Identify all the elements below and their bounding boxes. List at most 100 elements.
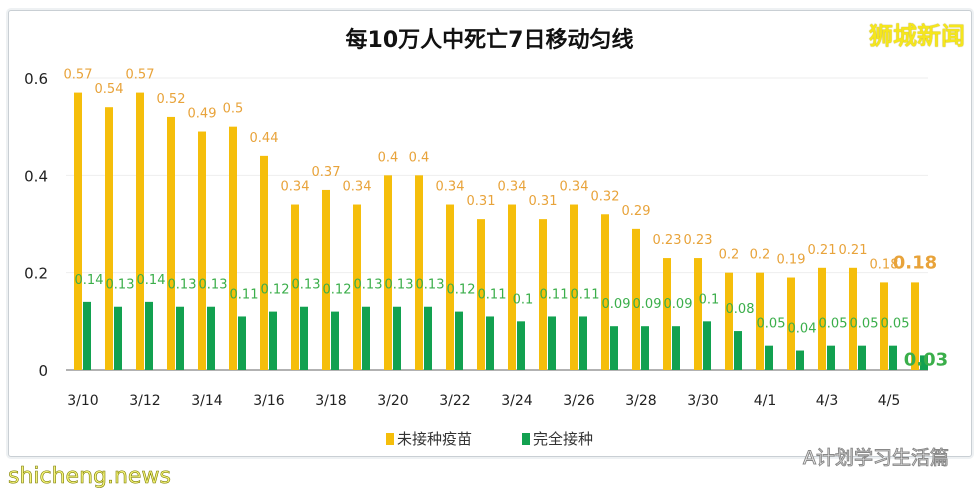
bar-vaccinated [145, 301, 153, 370]
data-label: 0.08 [726, 302, 755, 317]
bar-vaccinated [610, 326, 618, 370]
data-label: 0.34 [498, 180, 527, 195]
legend-label: 完全接种 [533, 430, 594, 448]
bar-unvaccinated [198, 131, 206, 370]
bar-vaccinated [920, 355, 928, 370]
x-tick-label: 4/5 [878, 393, 901, 409]
x-tick-label: 3/22 [439, 393, 470, 409]
y-tick-label: 0.6 [24, 70, 48, 88]
bar-unvaccinated [849, 267, 857, 370]
data-label: 0.29 [622, 204, 651, 219]
brand-logo: 狮城新闻 [869, 22, 965, 50]
data-label: 0.05 [819, 317, 848, 332]
data-label: 0.05 [850, 317, 879, 332]
bar-unvaccinated [539, 219, 547, 370]
data-label: 0.13 [385, 278, 414, 293]
data-label: 0.18 [893, 252, 937, 273]
data-label: 0.2 [750, 248, 771, 263]
data-label: 0.09 [633, 297, 662, 312]
data-label: 0.13 [416, 278, 445, 293]
bar-vaccinated [424, 306, 432, 370]
bar-vaccinated [548, 316, 556, 370]
bar-unvaccinated [74, 92, 82, 370]
data-label: 0.12 [323, 283, 352, 298]
bar-vaccinated [269, 311, 277, 370]
bar-vaccinated [362, 306, 370, 370]
bar-vaccinated [176, 306, 184, 370]
data-label: 0.5 [223, 102, 244, 117]
bar-vaccinated [734, 331, 742, 370]
legend: 未接种疫苗 完全接种 [0, 428, 979, 449]
bar-vaccinated [579, 316, 587, 370]
data-label: 0.49 [188, 107, 217, 122]
data-label: 0.11 [571, 287, 600, 302]
data-label: 0.13 [199, 278, 228, 293]
x-tick-label: 3/20 [377, 393, 408, 409]
data-label: 0.14 [137, 273, 166, 288]
bar-unvaccinated [105, 107, 113, 370]
x-tick-label: 3/28 [625, 393, 656, 409]
x-tick-label: 3/16 [253, 393, 285, 409]
legend-item-vaccinated[interactable]: 完全接种 [522, 428, 593, 449]
site-watermark: shicheng.news [8, 464, 172, 490]
x-tick-label: 4/1 [754, 393, 777, 409]
data-label: 0.52 [157, 92, 186, 107]
bar-unvaccinated [663, 258, 671, 370]
bar-unvaccinated [415, 175, 423, 370]
data-label: 0.13 [354, 278, 383, 293]
account-watermark: A计划学习生活篇 [803, 447, 950, 470]
bar-unvaccinated [694, 258, 702, 370]
data-label: 0.23 [684, 233, 713, 248]
bar-vaccinated [207, 306, 215, 370]
x-tick-label: 4/3 [816, 393, 839, 409]
data-label: 0.12 [447, 283, 476, 298]
legend-swatch [385, 433, 394, 445]
bar-unvaccinated [725, 272, 733, 370]
data-label: 0.11 [478, 287, 507, 302]
bar-unvaccinated [167, 116, 175, 370]
data-label: 0.05 [757, 317, 786, 332]
data-label: 0.34 [436, 180, 465, 195]
data-label: 0.12 [261, 283, 290, 298]
bar-unvaccinated [601, 214, 609, 370]
data-label: 0.11 [540, 287, 569, 302]
bar-unvaccinated [818, 267, 826, 370]
data-label: 0.19 [777, 253, 806, 268]
bar-unvaccinated [384, 175, 392, 370]
data-label: 0.1 [699, 292, 720, 307]
y-tick-label: 0.4 [24, 167, 48, 185]
x-tick-label: 3/14 [191, 393, 223, 409]
data-label: 0.13 [168, 278, 197, 293]
data-label: 0.18 [870, 257, 899, 272]
data-label: 0.34 [560, 180, 589, 195]
data-label: 0.54 [95, 82, 124, 97]
data-label: 0.57 [126, 68, 155, 83]
bar-unvaccinated [353, 204, 361, 370]
data-label: 0.1 [513, 292, 534, 307]
bar-vaccinated [393, 306, 401, 370]
bar-unvaccinated [446, 204, 454, 370]
data-label: 0.23 [653, 233, 682, 248]
data-label: 0.4 [409, 150, 430, 165]
bar-unvaccinated [570, 204, 578, 370]
bar-unvaccinated [880, 282, 888, 370]
bar-vaccinated [641, 326, 649, 370]
bar-vaccinated [455, 311, 463, 370]
bar-vaccinated [83, 301, 91, 370]
data-label: 0.13 [292, 278, 321, 293]
data-label: 0.09 [602, 297, 631, 312]
data-label: 0.09 [664, 297, 693, 312]
x-tick-label: 3/24 [501, 393, 533, 409]
bar-vaccinated [114, 306, 122, 370]
bar-vaccinated [517, 321, 525, 370]
legend-item-unvaccinated[interactable]: 未接种疫苗 [385, 428, 472, 449]
y-tick-label: 0.2 [24, 265, 48, 283]
data-label: 0.32 [591, 189, 620, 204]
data-label: 0.34 [343, 180, 372, 195]
bar-unvaccinated [136, 92, 144, 370]
bar-vaccinated [765, 345, 773, 370]
bar-vaccinated [238, 316, 246, 370]
bar-unvaccinated [632, 228, 640, 370]
data-label: 0.05 [881, 317, 910, 332]
bar-vaccinated [796, 350, 804, 370]
